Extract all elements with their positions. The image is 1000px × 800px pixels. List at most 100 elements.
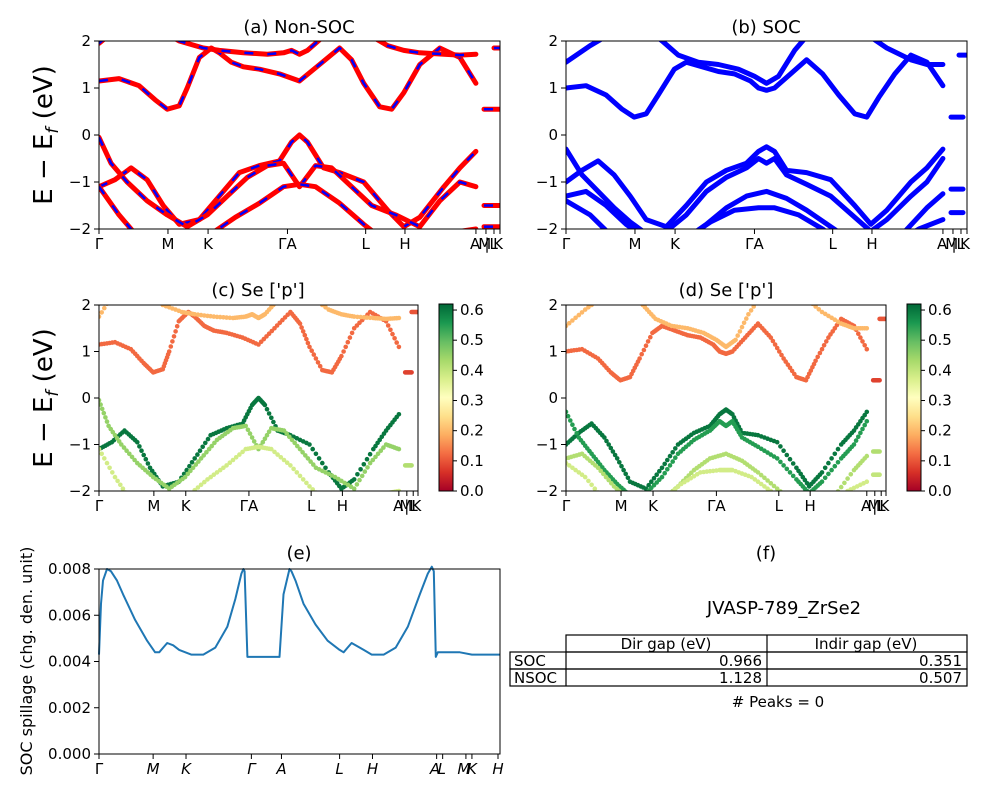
band-point: [733, 337, 738, 343]
band-point: [576, 312, 582, 318]
band-point: [272, 449, 277, 455]
band-point: [768, 488, 774, 491]
band-point: [755, 479, 761, 485]
band-point: [249, 435, 255, 440]
band-point: [317, 300, 322, 305]
band-point: [662, 470, 667, 476]
panel-e-xtick-label: M: [457, 760, 470, 778]
band-point: [787, 470, 793, 475]
panel-d-ytick-label: −1: [536, 436, 558, 454]
band-point: [804, 296, 809, 301]
band-point: [826, 471, 831, 477]
band-point: [737, 329, 743, 334]
band-point: [625, 475, 631, 481]
panel-b-ytick-label: 1: [548, 79, 558, 97]
band-point: [358, 467, 363, 472]
band-point: [807, 517, 812, 522]
band-point: [311, 462, 316, 467]
band-point: [797, 512, 802, 517]
band-point: [617, 460, 622, 465]
band-point: [644, 491, 649, 496]
band-point: [313, 356, 319, 361]
panel-e-xtick-label: K: [467, 760, 478, 778]
band-point: [637, 300, 642, 305]
band-point: [660, 498, 665, 503]
band-point: [572, 426, 577, 432]
band-point: [190, 465, 196, 471]
band-point: [638, 492, 643, 497]
panel-e-ytick-label: 0.004: [48, 653, 91, 671]
band-point: [586, 305, 591, 310]
panel-c-xtick-label: K: [181, 497, 192, 515]
band-point: [633, 501, 638, 506]
band-point: [741, 320, 747, 326]
band-point: [107, 465, 112, 471]
band-point: [118, 482, 123, 488]
band-point: [623, 471, 628, 477]
panel-c-xtick-label: ΓA: [240, 497, 259, 515]
band-point: [637, 513, 642, 518]
panel-b-title: (b) SOC: [731, 17, 800, 38]
band-point: [187, 463, 192, 469]
band-point: [269, 415, 274, 421]
panel-c-ytick-label: 2: [81, 296, 91, 314]
band-point: [208, 474, 213, 480]
band-point: [200, 444, 205, 450]
band-point: [609, 290, 614, 295]
panel-d-xtick-label: H: [805, 497, 816, 515]
colorbar-d-tick-label: 0.5: [928, 331, 952, 349]
band-point: [192, 487, 197, 491]
band-point: [193, 462, 199, 467]
band-point: [778, 285, 783, 290]
band-point: [307, 293, 312, 298]
panel-c-xtick-label: L: [307, 497, 316, 515]
band-point: [300, 329, 306, 334]
band-point: [609, 504, 614, 509]
band-point: [836, 496, 841, 501]
panel-d-xtick-label: K: [879, 497, 890, 515]
band-point: [355, 472, 360, 477]
band-point: [651, 475, 657, 481]
band-point: [628, 498, 633, 503]
band-point: [762, 484, 767, 489]
colorbar-d-tick-label: 0.0: [928, 482, 952, 500]
band-point: [833, 493, 838, 498]
panel-c-xtick-label: K: [411, 497, 422, 515]
band-point: [139, 287, 144, 292]
panel-c-ytick-label: 0: [81, 389, 91, 407]
band-point: [113, 289, 118, 294]
band-point: [243, 423, 248, 429]
band-point: [630, 500, 635, 505]
panel-e-xtick-label: A: [429, 760, 440, 778]
band-point: [785, 495, 790, 500]
band-point: [788, 497, 793, 502]
band-line: [566, 52, 946, 120]
band-point: [790, 473, 796, 479]
band-point: [752, 477, 758, 482]
band-point: [856, 331, 861, 337]
band-point: [195, 485, 201, 490]
band-point: [269, 446, 274, 452]
band-line-overlay: [99, 136, 477, 228]
band-point: [168, 344, 174, 349]
band-point: [807, 491, 812, 496]
band-point: [151, 515, 156, 520]
band-point: [618, 286, 623, 291]
band-point: [619, 463, 624, 469]
band-point: [620, 491, 625, 496]
band-point: [339, 353, 344, 359]
band-point: [262, 436, 268, 442]
band-point: [781, 463, 786, 468]
panel-d-title: (d) Se ['p']: [679, 280, 774, 301]
band-point: [205, 436, 211, 442]
band-point: [744, 316, 749, 321]
band-point: [302, 332, 308, 338]
band-point: [195, 452, 200, 457]
band-point: [271, 305, 276, 308]
band-point: [755, 470, 761, 475]
band-point: [829, 496, 834, 501]
band-point: [765, 486, 770, 491]
band-point: [820, 507, 825, 512]
band-point: [201, 453, 206, 458]
band-point: [628, 290, 633, 295]
